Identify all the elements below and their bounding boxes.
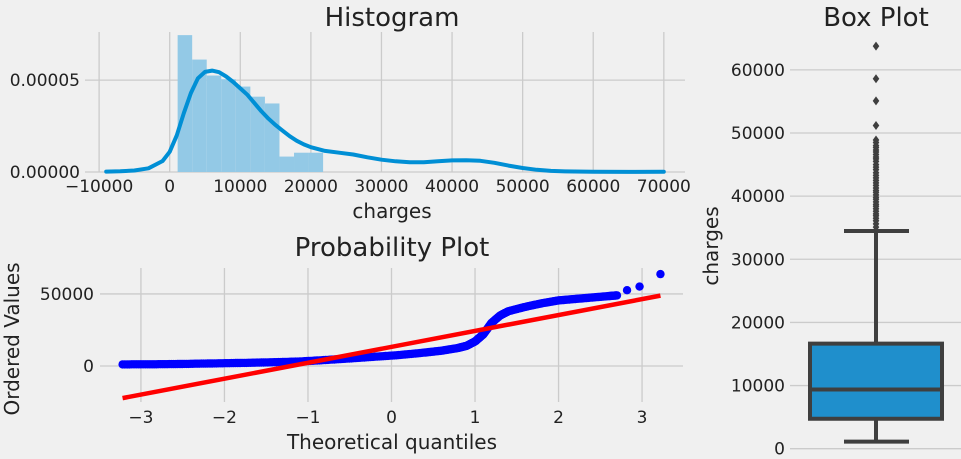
- qq-point: [635, 282, 644, 291]
- histogram-kde: [104, 68, 666, 174]
- histogram-bar: [294, 152, 309, 172]
- box-plot-box: [808, 41, 944, 444]
- histogram-bar: [279, 156, 295, 172]
- histogram-xtick-label: 20000: [284, 177, 338, 197]
- box-outlier: [872, 41, 880, 51]
- histogram-bar: [308, 152, 324, 172]
- probability-plot-xtick-label: 2: [553, 408, 564, 428]
- probability-plot-xtick-label: 0: [386, 408, 397, 428]
- histogram-bar: [264, 103, 280, 172]
- box-plot-tick-labels: 0 10000 20000 30000 40000 50000 60000: [731, 61, 785, 459]
- box-outlier: [872, 74, 880, 84]
- histogram-ytick-label: 0.00000: [10, 163, 80, 183]
- probability-plot-title: Probability Plot: [295, 233, 490, 263]
- histogram-tick-labels: −10000 0 10000 20000 30000 40000 50000 60000 700…: [10, 71, 691, 197]
- qq-fit-line: [122, 293, 661, 401]
- histogram-xtick-label: 40000: [425, 177, 479, 197]
- probability-plot-points: [118, 269, 665, 369]
- box-outlier: [872, 96, 880, 106]
- box-plot-ytick-label: 0: [774, 440, 785, 459]
- probability-plot-xlabel: Theoretical quantiles: [286, 430, 497, 454]
- qq-point: [656, 269, 665, 279]
- histogram-ytick-label: 0.00005: [10, 71, 80, 91]
- histogram-xtick-label: −10000: [65, 177, 133, 197]
- histogram-bar: [250, 96, 265, 172]
- box-plot-ytick-label: 10000: [731, 377, 785, 397]
- histogram-xtick-label: 30000: [354, 177, 408, 197]
- qq-point: [622, 285, 632, 295]
- probability-plot-ylabel: Ordered Values: [0, 262, 24, 415]
- box-plot-ylabel: charges: [699, 206, 723, 285]
- box-iqr: [808, 341, 944, 421]
- box-plot-panel: 0 10000 20000 30000 40000 50000 60000 Box Plot…: [699, 3, 961, 459]
- histogram-xtick-label: 10000: [213, 177, 267, 197]
- histogram-bar: [235, 86, 251, 172]
- probability-plot-xtick-label: −1: [295, 408, 320, 428]
- probability-plot-panel: −3 −2 −1 0 1 2 3 0 50000 Probability Plot Theore…: [0, 233, 683, 454]
- probability-plot-xtick-label: 3: [637, 408, 648, 428]
- histogram-xlabel: charges: [352, 199, 431, 223]
- probability-plot-tick-labels: −3 −2 −1 0 1 2 3 0 50000: [40, 285, 648, 428]
- histogram-xtick-label: 60000: [566, 177, 620, 197]
- histogram-xtick-label: 50000: [496, 177, 550, 197]
- qq-point: [612, 291, 622, 300]
- histogram-xtick-label: 0: [164, 177, 175, 197]
- box-plot-ytick-label: 50000: [731, 124, 785, 144]
- probability-plot-fit-line: [122, 293, 661, 401]
- probability-plot-xtick-label: 1: [470, 408, 481, 428]
- box-plot-title: Box Plot: [823, 3, 929, 33]
- histogram-bar: [192, 59, 207, 173]
- box-outlier: [872, 120, 880, 130]
- histogram-bar: [177, 35, 193, 173]
- probability-plot-ytick-label: 0: [83, 357, 94, 377]
- box-plot-ytick-label: 60000: [731, 61, 785, 81]
- probability-plot-ytick-label: 50000: [40, 285, 94, 305]
- box-plot-ytick-label: 40000: [731, 187, 785, 207]
- histogram-xtick-label: 70000: [637, 177, 691, 197]
- histogram-bar: [206, 75, 222, 172]
- box-plot-ytick-label: 20000: [731, 313, 785, 333]
- box-outlier: [872, 135, 880, 145]
- histogram-bar: [221, 79, 236, 172]
- box-plot-ytick-label: 30000: [731, 250, 785, 270]
- histogram-panel: −10000 0 10000 20000 30000 40000 50000 60000 700…: [10, 3, 691, 223]
- probability-plot-xtick-label: −2: [212, 408, 237, 428]
- kde-line: [104, 68, 666, 174]
- probability-plot-xtick-label: −3: [128, 408, 153, 428]
- histogram-title: Histogram: [325, 3, 460, 33]
